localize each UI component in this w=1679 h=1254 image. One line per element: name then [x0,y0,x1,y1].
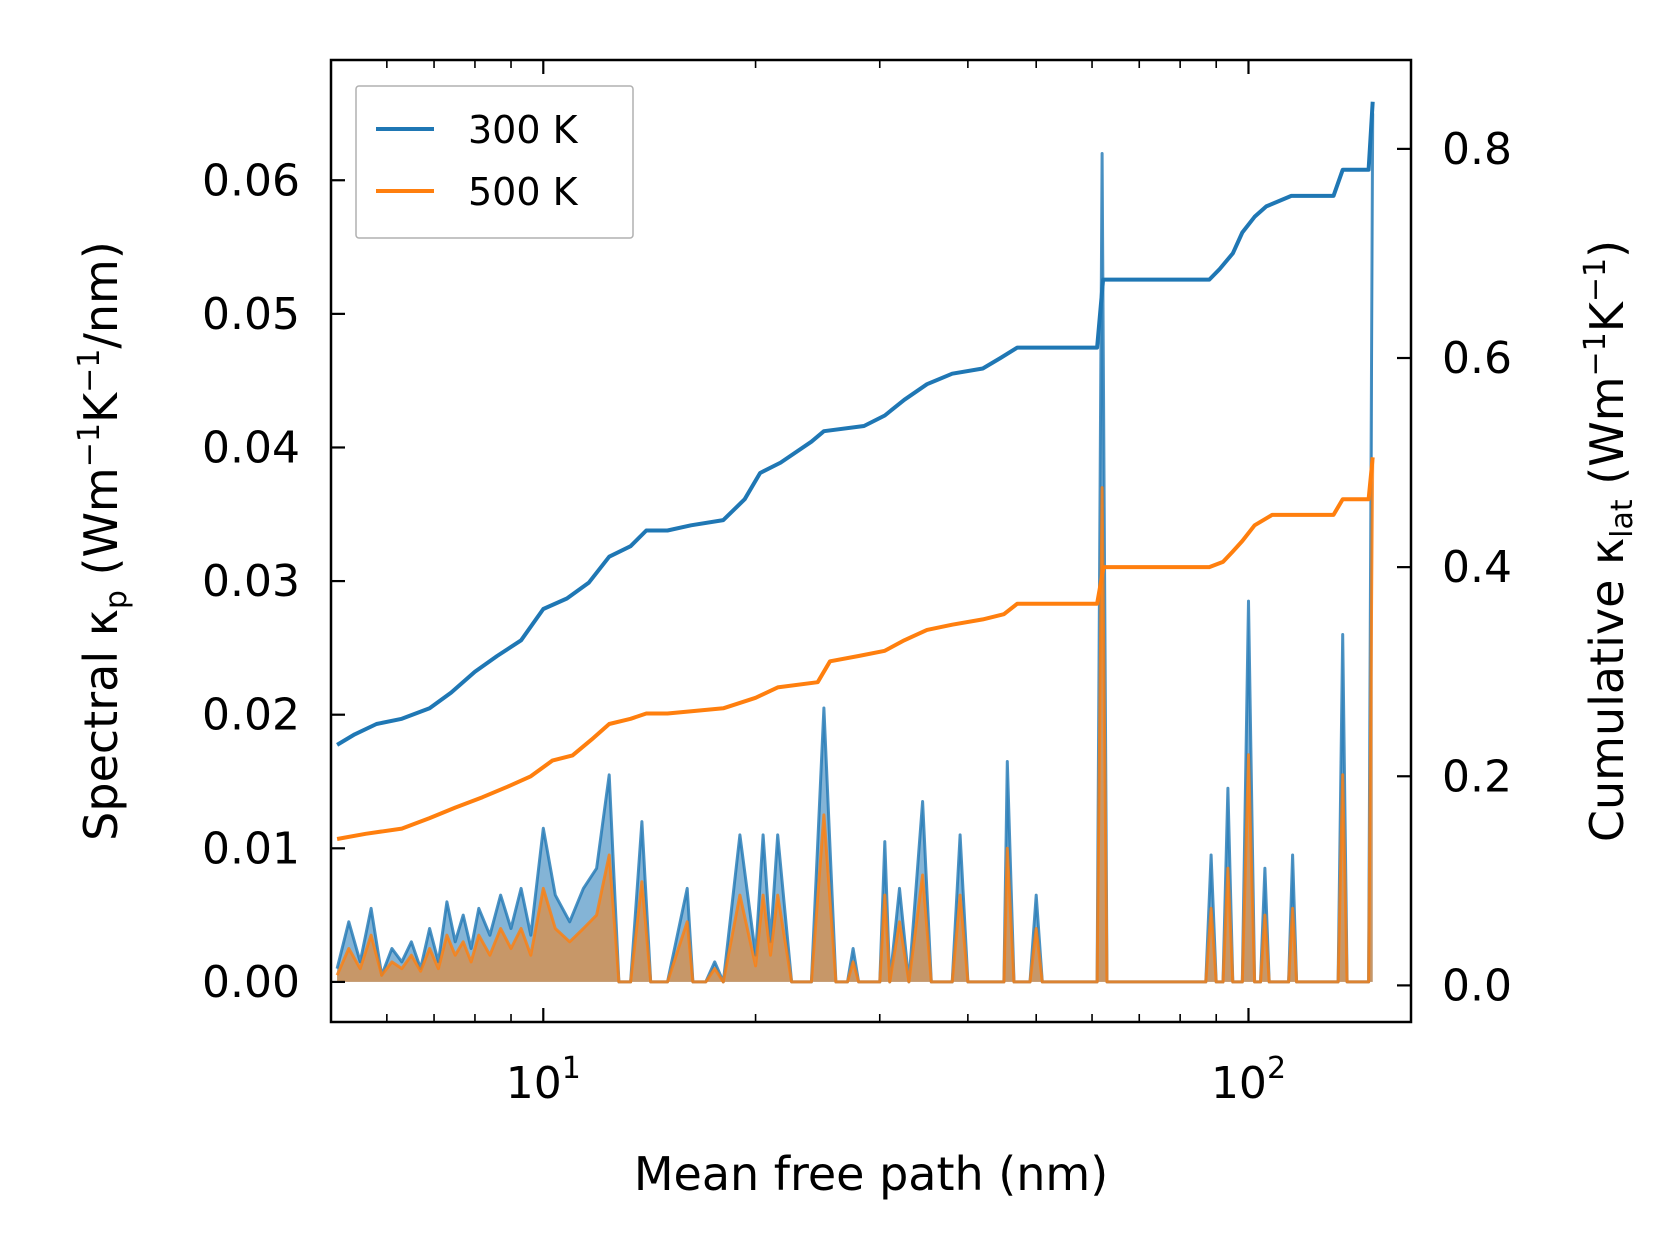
cumulative-line-500k [336,457,1375,841]
x-tick-label-10: 101 [506,1051,581,1109]
y-right-tick-label: 0.4 [1442,542,1512,593]
tick-layer [330,60,1411,1022]
y-left-tick-label: 0.02 [202,690,300,741]
legend: 300 K 500 K [355,85,634,239]
y-left-tick-label: 0.04 [202,422,300,473]
legend-label-500k: 500 K [468,170,579,214]
y-left-tick-label: 0.00 [202,957,300,1008]
cumulative-layer [336,101,1375,841]
spectral-line-300k [335,113,1375,984]
y-left-tick-label: 0.01 [202,823,300,874]
x-tick-label-100: 102 [1211,1051,1286,1109]
x-axis-title: Mean free path (nm) [634,1147,1108,1201]
y-left-tick-label: 0.05 [202,289,300,340]
spectral-line-500k [335,460,1375,984]
y-right-axis-title: Cumulative κlat (Wm−1K−1) [1578,240,1640,842]
y-right-tick-label: 0.0 [1442,960,1512,1011]
spectral-layer [335,113,1375,984]
y-left-tick-label: 0.06 [202,155,300,206]
legend-box [355,85,634,239]
legend-label-300k: 300 K [468,108,579,152]
plot-frame [329,58,1413,1024]
y-right-tick-label: 0.8 [1442,124,1512,175]
y-left-axis-title: Spectral κp (Wm−1K−1/nm) [72,241,134,841]
y-right-tick-label: 0.2 [1442,751,1512,802]
y-left-tick-label: 0.03 [202,556,300,607]
y-right-tick-label: 0.6 [1442,333,1512,384]
cumulative-line-300k [336,101,1375,747]
